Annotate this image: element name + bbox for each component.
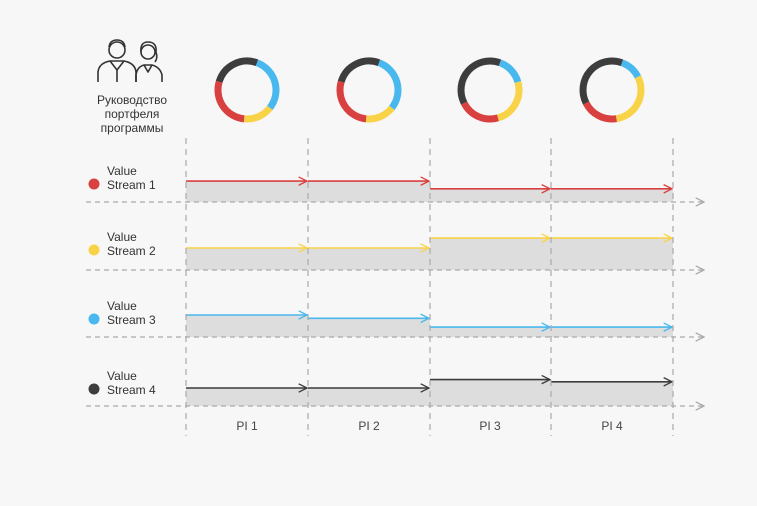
stream-3-pi-3-band <box>430 327 551 337</box>
pi-label-1: PI 1 <box>236 419 258 433</box>
stream-1-label-line-2: Stream 1 <box>107 178 156 192</box>
donut-3-segment-dark <box>457 57 502 105</box>
stream-1-pi-4-band <box>551 188 673 202</box>
stream-4-pi-1-band <box>186 388 308 406</box>
donut-1-segment-blue <box>255 59 280 111</box>
donut-4-segment-blue <box>620 59 642 79</box>
donut-4-segment-dark <box>579 57 624 105</box>
business-people-icon <box>97 39 163 82</box>
stream-2-label-line-2: Stream 2 <box>107 244 156 258</box>
pi-label-2: PI 2 <box>358 419 380 433</box>
stream-4-label-line-1: Value <box>107 369 137 383</box>
stream-1-pi-1-band <box>186 181 308 202</box>
donut-3-segment-yellow <box>496 81 523 122</box>
stream-2-pi-3-band <box>430 238 551 270</box>
pi-boundaries <box>185 138 674 436</box>
donut-2-segment-yellow <box>365 105 395 123</box>
stream-2-pi-2-band <box>308 248 430 270</box>
donut-3-segment-red <box>460 101 499 123</box>
stream-3-pi-2-band <box>308 318 430 337</box>
donut-2-segment-red <box>336 80 367 123</box>
donut-4-segment-yellow <box>615 75 645 123</box>
donut-1-segment-yellow <box>243 105 273 123</box>
stream-4-pi-2-band <box>308 388 430 406</box>
stream-3-label-line-2: Stream 3 <box>107 313 156 327</box>
pi-axis-labels: PI 1 PI 2 PI 3 PI 4 <box>236 419 623 433</box>
stream-4-pi-3-band <box>430 379 551 406</box>
stream-labels: Value Stream 1 Value Stream 2 Value Stre… <box>88 164 156 397</box>
stream-1-pi-3-band <box>430 188 551 202</box>
management-label-line-3: программы <box>101 121 164 135</box>
donut-2-segment-blue <box>377 59 402 111</box>
stream-3-color-dot <box>88 313 100 325</box>
pi-donut-charts <box>214 57 645 123</box>
pi-label-4: PI 4 <box>601 419 623 433</box>
stream-1-pi-2-band <box>308 181 430 202</box>
donut-3-segment-blue <box>498 59 522 84</box>
stream-4-pi-4-band <box>551 381 673 406</box>
stream-1-color-dot <box>88 178 100 190</box>
pi-label-3: PI 3 <box>479 419 501 433</box>
stream-4-color-dot <box>88 383 100 395</box>
stream-3-label-line-1: Value <box>107 299 137 313</box>
donut-1-segment-dark <box>215 57 259 83</box>
donut-1-segment-red <box>214 80 245 123</box>
stream-3-pi-1-band <box>186 315 308 337</box>
value-streams <box>86 181 704 406</box>
donut-4-segment-red <box>582 101 617 123</box>
stream-4-label-line-2: Stream 4 <box>107 383 156 397</box>
stream-2-color-dot <box>88 244 100 256</box>
stream-2-label-line-1: Value <box>107 230 137 244</box>
stream-2-pi-1-band <box>186 248 308 270</box>
donut-2-segment-dark <box>337 57 381 83</box>
stream-2-pi-4-band <box>551 238 673 270</box>
stream-3-pi-4-band <box>551 327 673 337</box>
management-label-line-1: Руководство <box>97 93 167 107</box>
management-label-line-2: портфеля <box>105 107 160 121</box>
stream-1-label-line-1: Value <box>107 164 137 178</box>
